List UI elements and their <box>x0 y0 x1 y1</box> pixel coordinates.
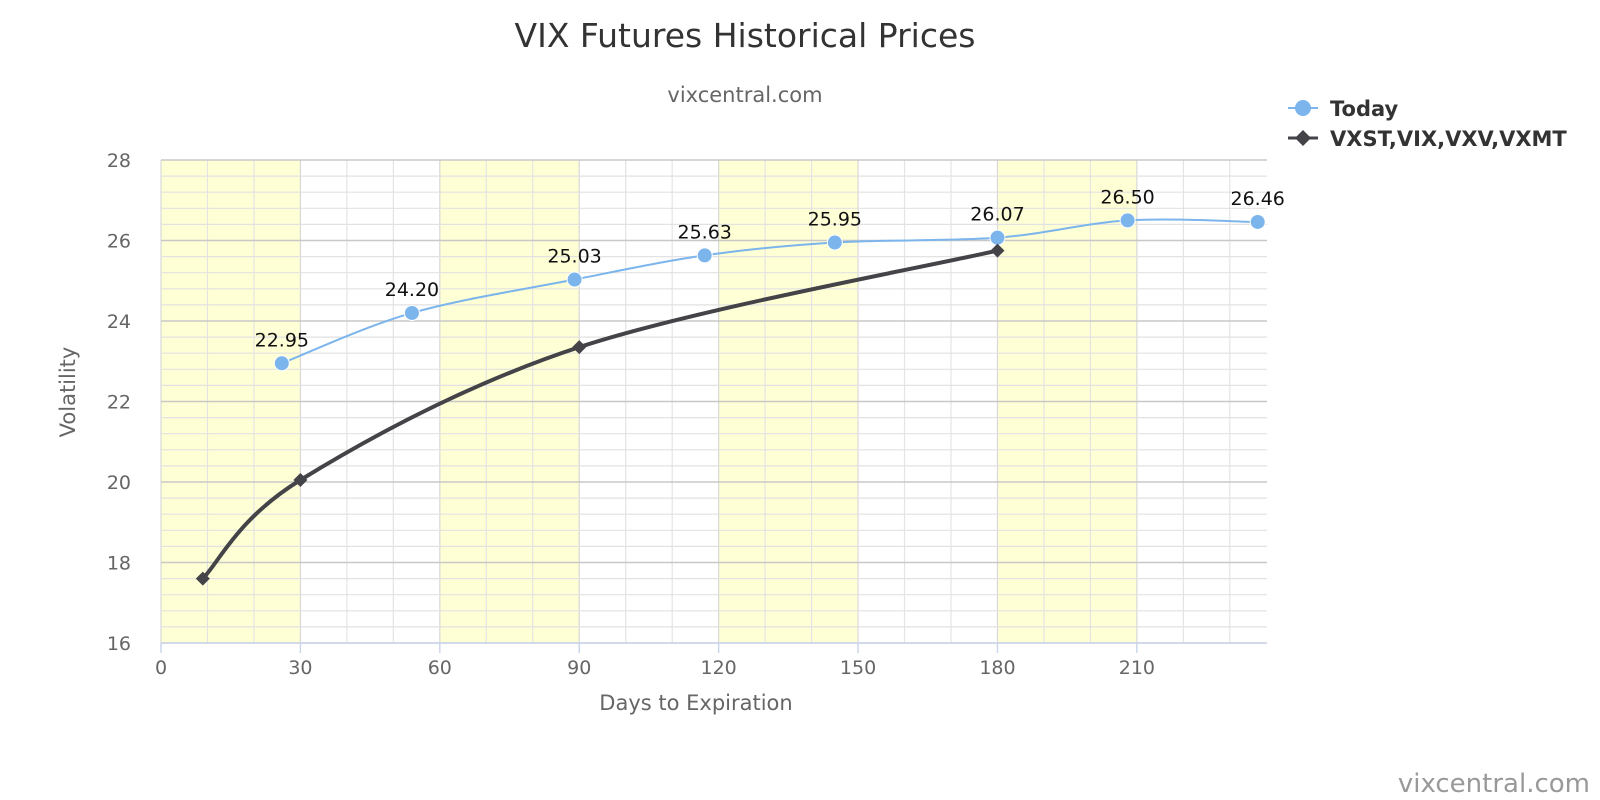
x-tick-label: 120 <box>701 657 737 679</box>
series-1-point <box>195 571 210 586</box>
axes: 0 30 60 90 120 150 180 210 16 18 20 22 24 26 28 <box>107 150 1267 679</box>
series-0-point <box>826 234 843 251</box>
y-tick-label: 16 <box>107 633 131 655</box>
series-1-point <box>572 340 587 355</box>
y-tick-label: 18 <box>107 553 131 575</box>
legend-term-marker <box>1295 130 1311 146</box>
data-label: 25.03 <box>547 246 601 268</box>
data-label: 24.20 <box>385 279 439 301</box>
series-0-point <box>989 229 1006 246</box>
legend-today-label: Today <box>1330 97 1399 121</box>
grid-lines <box>160 159 1267 644</box>
series-layer <box>195 212 1266 586</box>
y-tick-label: 24 <box>107 311 131 333</box>
x-tick-label: 90 <box>567 657 591 679</box>
chart-subtitle: vixcentral.com <box>667 83 822 107</box>
series-0-point <box>566 271 583 288</box>
data-label: 25.95 <box>808 209 862 231</box>
series-line-1 <box>201 248 998 581</box>
y-tick-label: 26 <box>107 231 131 253</box>
series-1-point <box>990 243 1005 258</box>
series-0-point <box>273 355 290 372</box>
data-labels-layer: 22.95 24.20 25.03 25.63 25.95 26.07 26.50 26.46 <box>255 186 1285 351</box>
legend-today-marker <box>1295 100 1311 116</box>
x-tick-label: 60 <box>428 657 452 679</box>
series-0-point <box>403 304 420 321</box>
x-tick-label: 210 <box>1119 657 1155 679</box>
x-tick-label: 0 <box>155 657 167 679</box>
data-label: 26.50 <box>1100 186 1154 208</box>
legend-term-label: VXST,VIX,VXV,VXMT <box>1330 127 1567 151</box>
y-axis-title: Volatility <box>56 347 80 438</box>
x-axis-title: Days to Expiration <box>599 691 792 715</box>
legend: Today VXST,VIX,VXV,VXMT <box>1288 97 1567 151</box>
x-tick-label: 180 <box>979 657 1015 679</box>
credit-text[interactable]: vixcentral.com <box>1398 769 1590 799</box>
y-tick-label: 22 <box>107 392 131 414</box>
legend-item-vxst-vix-vxv-vxmt[interactable]: VXST,VIX,VXV,VXMT <box>1288 127 1567 151</box>
series-0-point <box>1249 213 1266 230</box>
x-tick-label: 150 <box>840 657 876 679</box>
data-label: 25.63 <box>678 221 732 243</box>
x-tick-label: 30 <box>288 657 312 679</box>
chart-title: VIX Futures Historical Prices <box>515 16 976 55</box>
data-label: 22.95 <box>255 329 309 351</box>
series-line-0 <box>281 218 1258 365</box>
data-label: 26.07 <box>970 204 1024 226</box>
legend-item-today[interactable]: Today <box>1288 97 1399 121</box>
series-0-point <box>1119 212 1136 229</box>
series-0-point <box>696 247 713 264</box>
data-label: 26.46 <box>1231 188 1285 210</box>
y-tick-label: 28 <box>107 150 131 172</box>
series-1-point <box>293 472 308 487</box>
y-tick-label: 20 <box>107 472 131 494</box>
